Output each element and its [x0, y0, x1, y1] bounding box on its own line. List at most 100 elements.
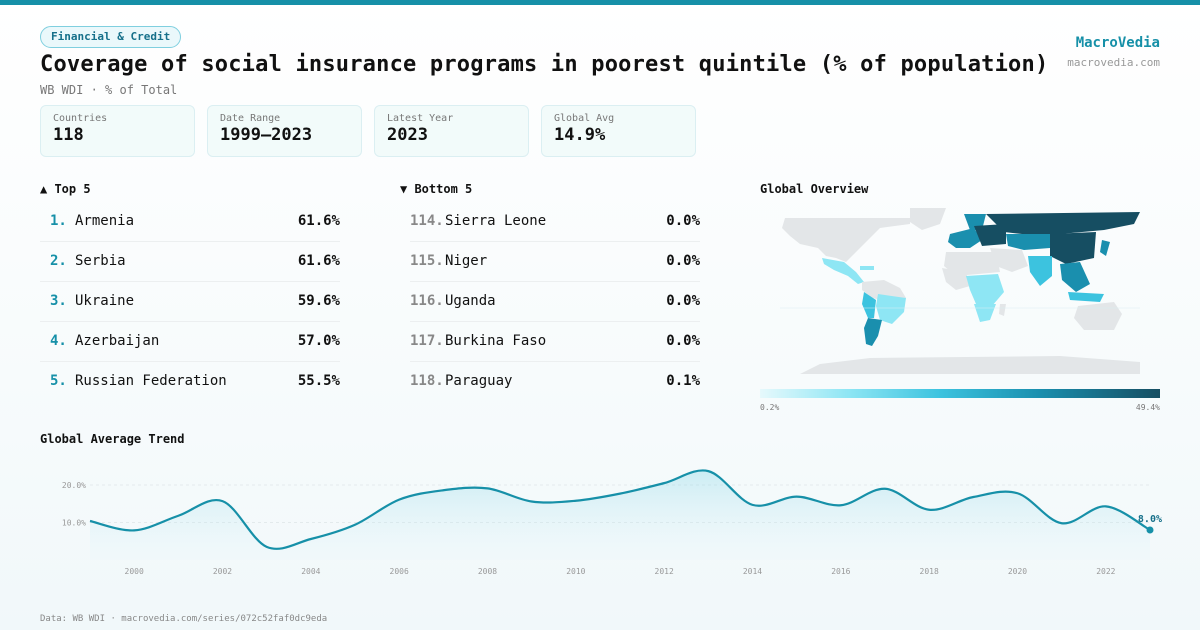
- stat-label: Countries: [53, 113, 108, 124]
- country-value: 61.6%: [297, 253, 340, 269]
- country-name: Burkina Faso: [445, 333, 547, 349]
- rank-number: 5.: [50, 373, 67, 389]
- stat-label: Latest Year: [387, 113, 454, 124]
- list-item[interactable]: 5. Russian Federation 55.5%: [40, 362, 340, 402]
- map-region-south-asia[interactable]: [1028, 256, 1052, 286]
- map-region-north-america[interactable]: [782, 218, 910, 262]
- map-region-greenland[interactable]: [910, 208, 946, 230]
- stat-card-date-range: Date Range 1999–2023: [207, 105, 362, 157]
- country-name: Russian Federation: [75, 373, 227, 389]
- stat-label: Global Avg: [554, 113, 615, 124]
- stat-value: 118: [53, 125, 84, 145]
- stat-value: 1999–2023: [220, 125, 313, 145]
- map-region-madagascar[interactable]: [999, 304, 1006, 316]
- country-value: 0.0%: [666, 253, 700, 269]
- map-region-west-africa[interactable]: [942, 268, 970, 290]
- trend-chart: 10.0% 20.0% 2000 2002 2004 2006 2008 2010 2012 20…: [62, 469, 1162, 576]
- map-region-north-africa[interactable]: [944, 252, 1000, 276]
- legend-max-label: 49.4%: [1135, 403, 1160, 412]
- country-name: Serbia: [75, 253, 126, 269]
- x-tick-label: 2008: [478, 567, 497, 576]
- list-item[interactable]: 2. Serbia 61.6%: [40, 242, 340, 282]
- bottom5-title: ▼ Bottom 5: [400, 182, 473, 196]
- country-name: Azerbaijan: [75, 333, 160, 349]
- trend-area: [90, 470, 1150, 560]
- list-item[interactable]: 117. Burkina Faso 0.0%: [410, 322, 700, 362]
- map-legend-gradient: [760, 389, 1160, 398]
- list-item[interactable]: 3. Ukraine 59.6%: [40, 282, 340, 322]
- list-item[interactable]: 1. Armenia 61.6%: [40, 202, 340, 242]
- top-accent-bar: [0, 0, 1200, 5]
- x-tick-label: 2006: [390, 567, 409, 576]
- trend-title: Global Average Trend: [40, 432, 185, 446]
- x-tick-label: 2010: [566, 567, 585, 576]
- country-name: Uganda: [445, 293, 496, 309]
- list-item[interactable]: 4. Azerbaijan 57.0%: [40, 322, 340, 362]
- x-tick-label: 2016: [831, 567, 850, 576]
- map-region-central-america[interactable]: [822, 258, 864, 284]
- country-value: 0.1%: [666, 373, 700, 389]
- list-item[interactable]: 118. Paraguay 0.1%: [410, 362, 700, 402]
- x-tick-label: 2018: [920, 567, 939, 576]
- map-region-caribbean[interactable]: [860, 266, 874, 270]
- map-region-brazil[interactable]: [876, 294, 906, 324]
- x-tick-label: 2014: [743, 567, 762, 576]
- country-value: 57.0%: [297, 333, 340, 349]
- country-value: 0.0%: [666, 293, 700, 309]
- map-region-indonesia[interactable]: [1068, 292, 1104, 302]
- country-value: 0.0%: [666, 333, 700, 349]
- country-name: Armenia: [75, 213, 135, 229]
- country-value: 61.6%: [297, 213, 340, 229]
- top5-title: ▲ Top 5: [40, 182, 91, 196]
- stat-value: 14.9%: [554, 125, 606, 145]
- list-item[interactable]: 115. Niger 0.0%: [410, 242, 700, 282]
- country-name: Ukraine: [75, 293, 135, 309]
- y-tick-label: 10.0%: [62, 519, 86, 528]
- map-region-andes[interactable]: [862, 292, 876, 318]
- map-region-eastern-europe[interactable]: [974, 224, 1006, 246]
- stat-value: 2023: [387, 125, 428, 145]
- legend-min-label: 0.2%: [760, 403, 780, 412]
- rank-number: 114.: [410, 213, 444, 229]
- list-item[interactable]: 114. Sierra Leone 0.0%: [410, 202, 700, 242]
- rank-number: 1.: [50, 213, 67, 229]
- map-region-southeast-asia[interactable]: [1060, 262, 1090, 292]
- country-name: Sierra Leone: [445, 213, 547, 229]
- country-value: 0.0%: [666, 213, 700, 229]
- brand-url[interactable]: macrovedia.com: [1067, 56, 1160, 69]
- map-region-australia[interactable]: [1074, 302, 1122, 330]
- brand-logo[interactable]: MacroVedia: [1075, 35, 1160, 51]
- rank-number: 2.: [50, 253, 67, 269]
- rank-number: 115.: [410, 253, 444, 269]
- country-value: 55.5%: [297, 373, 340, 389]
- map-title: Global Overview: [760, 182, 869, 196]
- x-tick-label: 2022: [1096, 567, 1115, 576]
- map-region-western-europe[interactable]: [948, 228, 982, 248]
- map-region-russia[interactable]: [986, 212, 1140, 234]
- map-region-southern-cone[interactable]: [864, 318, 882, 346]
- y-tick-label: 20.0%: [62, 481, 86, 490]
- list-item[interactable]: 116. Uganda 0.0%: [410, 282, 700, 322]
- stat-card-countries: Countries 118: [40, 105, 195, 157]
- x-tick-label: 2000: [125, 567, 144, 576]
- x-tick-label: 2020: [1008, 567, 1027, 576]
- rank-number: 4.: [50, 333, 67, 349]
- x-tick-label: 2002: [213, 567, 232, 576]
- category-badge: Financial & Credit: [40, 26, 182, 48]
- source-footer: Data: WB WDI · macrovedia.com/series/072…: [40, 614, 328, 624]
- map-region-central-africa[interactable]: [966, 274, 1004, 306]
- stat-card-latest-year: Latest Year 2023: [374, 105, 529, 157]
- map-region-east-asia[interactable]: [1050, 232, 1096, 264]
- rank-number: 3.: [50, 293, 67, 309]
- country-name: Niger: [445, 253, 488, 269]
- x-tick-label: 2004: [301, 567, 320, 576]
- map-region-middle-east[interactable]: [990, 248, 1028, 272]
- page-subtitle: WB WDI · % of Total: [40, 83, 178, 97]
- last-point-marker[interactable]: [1146, 526, 1154, 534]
- map-region-southern-africa[interactable]: [974, 304, 996, 322]
- map-region-antarctica[interactable]: [800, 356, 1140, 374]
- map-region-japan[interactable]: [1100, 240, 1110, 256]
- world-map[interactable]: [760, 200, 1160, 382]
- country-value: 59.6%: [297, 293, 340, 309]
- map-region-central-asia[interactable]: [1006, 234, 1050, 250]
